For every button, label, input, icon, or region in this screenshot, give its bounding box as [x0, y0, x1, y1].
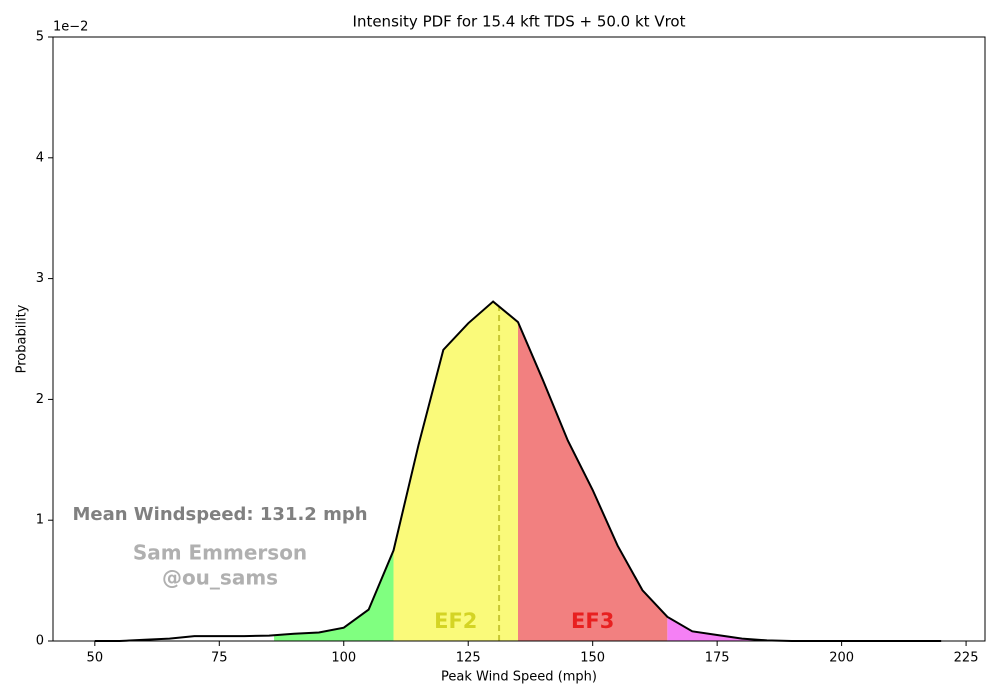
- y-tick-label: 2: [36, 392, 44, 407]
- y-tick-label: 0: [36, 634, 44, 649]
- ef-region: [518, 322, 668, 641]
- x-tick-label: 200: [829, 651, 854, 666]
- y-tick-label: 3: [36, 271, 44, 286]
- annotation: Mean Windspeed: 131.2 mph: [72, 504, 367, 525]
- x-tick-label: 125: [456, 651, 481, 666]
- plot-frame: [52, 36, 986, 642]
- y-tick-label: 1: [36, 513, 44, 528]
- y-tick-label: 4: [36, 150, 44, 165]
- x-axis-label: Peak Wind Speed (mph): [441, 670, 597, 685]
- region-label: EF2: [434, 609, 477, 633]
- watermark: Sam Emmerson: [133, 541, 307, 565]
- x-tick-label: 50: [87, 651, 104, 666]
- y-axis-label: Probability: [15, 304, 30, 373]
- x-tick-label: 75: [211, 651, 228, 666]
- x-tick-label: 175: [705, 651, 730, 666]
- region-label: EF3: [571, 609, 614, 633]
- x-tick-label: 150: [580, 651, 605, 666]
- chart-title: Intensity PDF for 15.4 kft TDS + 50.0 kt…: [353, 13, 686, 31]
- ef-region: [667, 616, 842, 641]
- x-tick-label: 100: [331, 651, 356, 666]
- ef-region: [274, 550, 394, 641]
- watermark: @ou_sams: [162, 566, 278, 590]
- x-tick-label: 225: [954, 651, 979, 666]
- y-offset-label: 1e−2: [53, 20, 88, 35]
- y-tick-label: 5: [36, 30, 44, 45]
- ef-region: [393, 301, 519, 641]
